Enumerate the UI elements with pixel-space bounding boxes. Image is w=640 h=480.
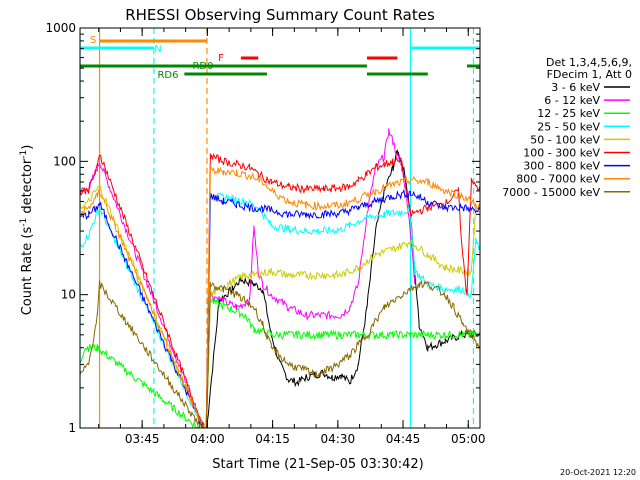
- plot-area: S N F RD0 RD6: [80, 28, 480, 428]
- y-tick-label: 1000: [45, 21, 76, 35]
- state-bar-label-rd0: RD0: [192, 61, 213, 72]
- series-line-3: [80, 298, 480, 428]
- plot-frame: [79, 27, 481, 429]
- legend-label: 300 - 800 keV: [523, 160, 600, 173]
- legend-label: 7000 - 15000 keV: [502, 186, 600, 199]
- series-line-1: [206, 149, 480, 428]
- y-tick-label: 1: [68, 421, 76, 435]
- plot-inner: S N F RD0 RD6: [80, 28, 480, 428]
- x-tick-label: 05:00: [451, 432, 486, 446]
- series-line-6: [80, 152, 480, 428]
- legend-header-line: FDecim 1, Att 0: [547, 68, 632, 81]
- state-bar-label-f: F: [218, 53, 224, 64]
- x-tick-label: 04:00: [190, 432, 225, 446]
- legend-label: 3 - 6 keV: [551, 81, 600, 94]
- legend-header-line: Det 1,3,4,5,6,9,: [546, 56, 632, 69]
- x-tick-label: 04:30: [321, 432, 356, 446]
- y-axis-label-superscript: -1: [19, 218, 29, 227]
- y-axis-label-part: detector: [20, 158, 35, 218]
- y-tick-label: 100: [53, 154, 76, 168]
- series-line-8: [80, 166, 480, 428]
- x-axis-label: Start Time (21-Sep-05 03:30:42): [212, 457, 423, 472]
- series-line-5: [80, 183, 480, 428]
- legend-label: 800 - 7000 keV: [516, 173, 600, 186]
- y-axis-label: Count Rate (s-1 detector-1): [19, 145, 35, 316]
- legend-label: 6 - 12 keV: [544, 94, 600, 107]
- series-line-7: [80, 188, 480, 428]
- state-bar-label-s: S: [90, 35, 96, 46]
- legend-label: 100 - 300 keV: [523, 147, 600, 160]
- series-line-9: [80, 279, 480, 428]
- y-axis-label-superscript: -1: [19, 150, 29, 159]
- legend-label: 25 - 50 keV: [537, 120, 600, 133]
- x-tick-label: 04:15: [255, 432, 290, 446]
- legend: Det 1,3,4,5,6,9, FDecim 1, Att 0 3 - 6 k…: [502, 56, 632, 199]
- y-axis-label-part: Count Rate (s: [20, 227, 35, 316]
- x-axis: 03:45 04:00 04:15 04:30 04:45 05:00: [98, 28, 486, 446]
- y-axis: 1 10 100 1000: [45, 21, 480, 435]
- series-line-2: [80, 128, 416, 428]
- legend-label: 12 - 25 keV: [537, 107, 600, 120]
- y-axis-label-part: ): [20, 145, 35, 150]
- footer-date: 20-Oct-2021 12:20: [560, 468, 636, 477]
- x-tick-label: 03:45: [125, 432, 160, 446]
- x-tick-label: 04:45: [386, 432, 421, 446]
- chart-title: RHESSI Observing Summary Count Rates: [125, 6, 435, 24]
- legend-label: 50 - 100 keV: [530, 133, 600, 146]
- state-bar-label-n: N: [154, 44, 161, 55]
- y-tick-label: 10: [61, 288, 76, 302]
- state-bar-label-rd6: RD6: [157, 70, 178, 81]
